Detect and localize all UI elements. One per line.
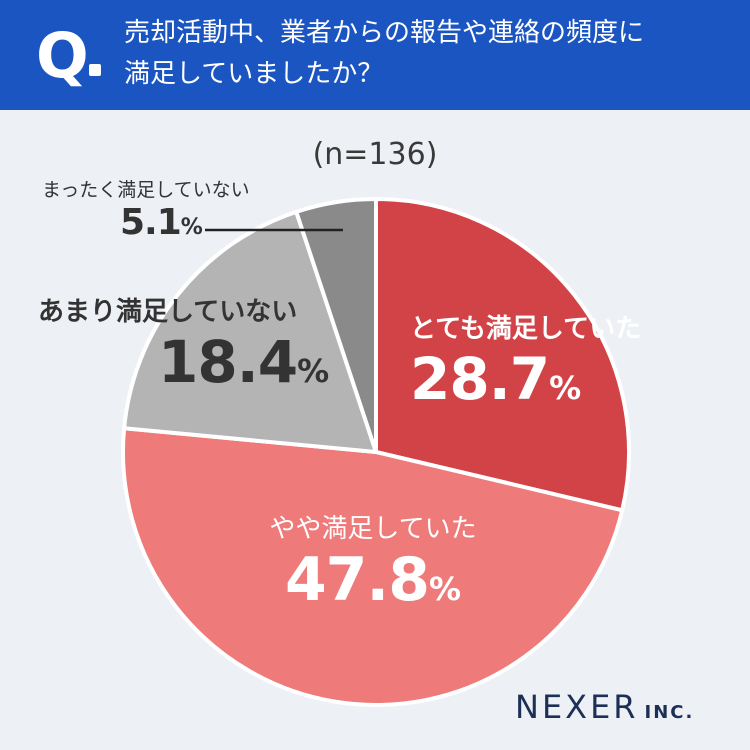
label-somewhat-satisfied-value: 47.8 bbox=[284, 545, 430, 615]
pie-slices bbox=[121, 197, 631, 707]
logo-sub-text: INC. bbox=[644, 702, 695, 723]
label-somewhat-satisfied-unit: % bbox=[428, 570, 462, 608]
logo-main-text: NEXER bbox=[515, 688, 639, 726]
question-text-line2: 満足していましたか？ bbox=[124, 59, 384, 89]
label-not-at-all-satisfied: まったく満足していない 5.1% bbox=[42, 175, 250, 243]
sample-size: (n=136) bbox=[312, 137, 438, 172]
label-not-very-satisfied: あまり満足していない 18.4% bbox=[38, 291, 329, 396]
question-header: Q 売却活動中、業者からの報告や連絡の頻度に 満足していましたか？ bbox=[0, 0, 750, 110]
label-very-satisfied: とても満足していた 28.7% bbox=[410, 308, 641, 413]
pie-slice-somewhat-satisfied bbox=[121, 426, 625, 707]
question-text-line1: 売却活動中、業者からの報告や連絡の頻度に bbox=[124, 18, 645, 48]
label-not-very-satisfied-name: あまり満足していない bbox=[38, 297, 298, 327]
pie-slice-very-satisfied bbox=[374, 197, 631, 513]
pie-slice-not-at-all-satisfied bbox=[294, 197, 378, 454]
label-very-satisfied-unit: % bbox=[549, 369, 582, 407]
label-not-very-satisfied-value: 18.4 bbox=[158, 328, 298, 396]
q-dot bbox=[89, 64, 101, 76]
label-very-satisfied-value: 28.7 bbox=[410, 345, 550, 413]
label-not-very-satisfied-unit: % bbox=[297, 352, 330, 390]
company-logo: NEXER INC. bbox=[515, 688, 694, 726]
label-not-at-all-satisfied-name: まったく満足していない bbox=[42, 179, 250, 201]
q-mark: Q bbox=[36, 19, 89, 92]
pie-slice-not-very-satisfied bbox=[122, 209, 378, 454]
label-not-at-all-satisfied-value: 5.1 bbox=[120, 202, 182, 243]
label-somewhat-satisfied-name: やや満足していた bbox=[269, 514, 477, 544]
label-not-at-all-satisfied-unit: % bbox=[180, 215, 203, 240]
label-somewhat-satisfied: やや満足していた 47.8% bbox=[258, 508, 488, 615]
label-very-satisfied-name: とても満足していた bbox=[410, 314, 642, 344]
